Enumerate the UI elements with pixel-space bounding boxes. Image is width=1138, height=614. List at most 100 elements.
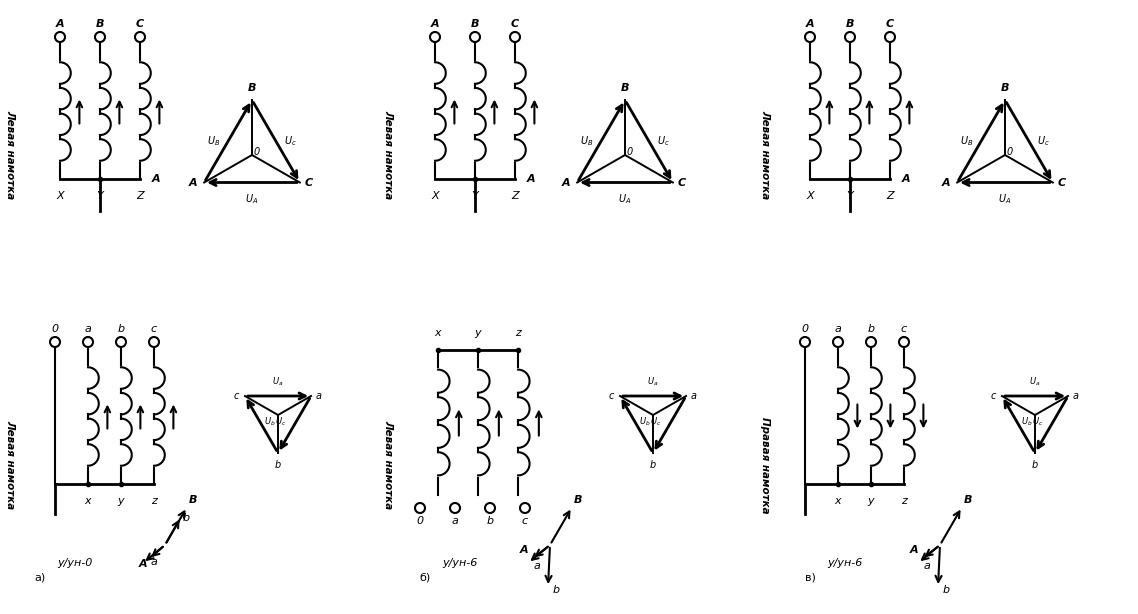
Text: y/yн-0: y/yн-0 <box>57 558 92 568</box>
Text: c: c <box>233 391 239 401</box>
Text: B: B <box>846 19 855 29</box>
Text: 0: 0 <box>417 516 423 526</box>
Text: a: a <box>151 557 158 567</box>
Text: B: B <box>471 19 479 29</box>
Text: C: C <box>1058 177 1066 187</box>
Text: Правая намотка: Правая намотка <box>760 417 770 513</box>
Text: 0: 0 <box>627 147 633 157</box>
Text: $U_A$: $U_A$ <box>618 193 632 206</box>
Text: A: A <box>430 19 439 29</box>
Text: a: a <box>691 391 698 401</box>
Text: y: y <box>475 328 481 338</box>
Text: C: C <box>135 19 145 29</box>
Text: b: b <box>553 585 560 595</box>
Text: $U_a$: $U_a$ <box>272 376 283 388</box>
Text: в): в) <box>805 572 816 582</box>
Text: 0: 0 <box>1007 147 1013 157</box>
Text: $U_b$: $U_b$ <box>1022 416 1033 428</box>
Text: Z: Z <box>137 191 143 201</box>
Text: Z: Z <box>887 191 893 201</box>
Text: 0: 0 <box>254 147 261 157</box>
Text: c: c <box>609 391 613 401</box>
Text: $U_c$: $U_c$ <box>275 416 287 428</box>
Text: X: X <box>431 191 439 201</box>
Text: z: z <box>151 496 157 506</box>
Text: $U_c$: $U_c$ <box>650 416 661 428</box>
Text: A: A <box>139 559 148 569</box>
Text: $U_B$: $U_B$ <box>579 134 593 148</box>
Text: $U_c$: $U_c$ <box>657 134 669 148</box>
Text: y: y <box>867 496 874 506</box>
Text: b: b <box>1032 460 1038 470</box>
Text: c: c <box>151 324 157 334</box>
Text: A: A <box>910 545 918 555</box>
Text: $U_b$: $U_b$ <box>640 416 651 428</box>
Text: C: C <box>887 19 894 29</box>
Text: X: X <box>56 191 64 201</box>
Text: x: x <box>834 496 841 506</box>
Text: b: b <box>275 460 281 470</box>
Text: y/yн-6: y/yн-6 <box>443 558 478 568</box>
Text: a: a <box>534 561 541 571</box>
Text: A: A <box>189 177 197 187</box>
Text: Левая намотка: Левая намотка <box>384 111 393 200</box>
Text: A: A <box>520 545 529 555</box>
Text: $U_A$: $U_A$ <box>998 193 1012 206</box>
Text: B: B <box>620 83 629 93</box>
Text: z: z <box>901 496 907 506</box>
Text: B: B <box>1000 83 1009 93</box>
Text: $U_A$: $U_A$ <box>246 193 258 206</box>
Text: Левая намотка: Левая намотка <box>5 421 15 510</box>
Text: X: X <box>806 191 814 201</box>
Text: x: x <box>435 328 442 338</box>
Text: C: C <box>305 177 313 187</box>
Text: a: a <box>452 516 459 526</box>
Text: b: b <box>650 460 657 470</box>
Text: z: z <box>516 328 521 338</box>
Text: b: b <box>943 585 950 595</box>
Text: Левая намотка: Левая намотка <box>5 111 15 200</box>
Text: Y: Y <box>471 191 478 201</box>
Text: A: A <box>941 177 950 187</box>
Text: $U_B$: $U_B$ <box>959 134 973 148</box>
Text: y/yн-6: y/yн-6 <box>827 558 863 568</box>
Text: $U_b$: $U_b$ <box>264 416 277 428</box>
Text: a: a <box>84 324 91 334</box>
Text: $U_a$: $U_a$ <box>1030 376 1040 388</box>
Text: $U_c$: $U_c$ <box>1037 134 1049 148</box>
Text: b: b <box>183 513 190 523</box>
Text: $U_B$: $U_B$ <box>207 134 220 148</box>
Text: 0: 0 <box>801 324 809 334</box>
Text: Левая намотка: Левая намотка <box>384 421 393 510</box>
Text: 0: 0 <box>51 324 58 334</box>
Text: b: b <box>486 516 494 526</box>
Text: B: B <box>248 83 256 93</box>
Text: A: A <box>527 174 536 184</box>
Text: B: B <box>574 495 583 505</box>
Text: Y: Y <box>97 191 104 201</box>
Text: c: c <box>901 324 907 334</box>
Text: Y: Y <box>847 191 854 201</box>
Text: a: a <box>1073 391 1079 401</box>
Text: B: B <box>964 495 973 505</box>
Text: $U_c$: $U_c$ <box>283 134 297 148</box>
Text: B: B <box>189 495 198 505</box>
Text: b: b <box>867 324 875 334</box>
Text: c: c <box>522 516 528 526</box>
Text: y: y <box>117 496 124 506</box>
Text: Z: Z <box>511 191 519 201</box>
Text: C: C <box>678 177 686 187</box>
Text: б): б) <box>420 572 430 582</box>
Text: $U_c$: $U_c$ <box>1032 416 1044 428</box>
Text: C: C <box>511 19 519 29</box>
Text: x: x <box>84 496 91 506</box>
Text: Левая намотка: Левая намотка <box>760 111 770 200</box>
Text: b: b <box>117 324 124 334</box>
Text: A: A <box>561 177 570 187</box>
Text: a: a <box>834 324 841 334</box>
Text: а): а) <box>34 572 46 582</box>
Text: A: A <box>902 174 910 184</box>
Text: A: A <box>56 19 65 29</box>
Text: A: A <box>806 19 815 29</box>
Text: a: a <box>316 391 322 401</box>
